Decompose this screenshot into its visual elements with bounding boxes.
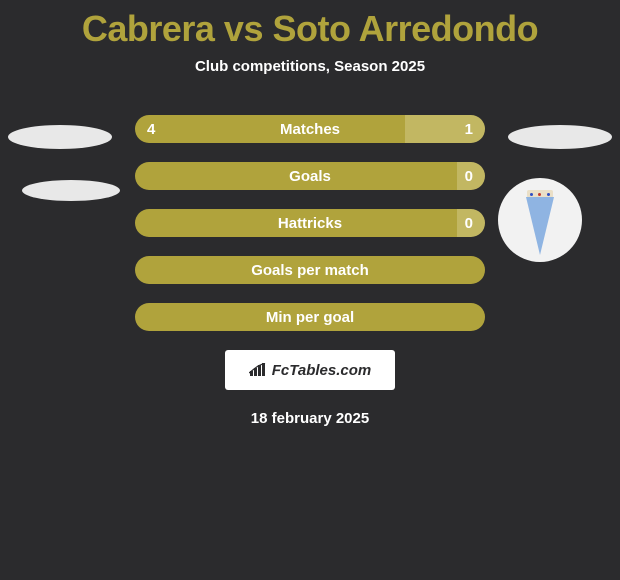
stat-row: 0Goals xyxy=(135,162,485,190)
stat-row: 41Matches xyxy=(135,115,485,143)
ellipse-mid-left xyxy=(22,180,120,201)
cuc-dot xyxy=(547,193,550,196)
stat-left-value xyxy=(135,209,457,237)
date-label: 18 february 2025 xyxy=(0,410,620,427)
stat-right-value: 1 xyxy=(405,115,486,143)
brand-badge: FcTables.com xyxy=(225,350,395,390)
brand-text: FcTables.com xyxy=(272,362,371,379)
stat-row: 0Hattricks xyxy=(135,209,485,237)
stat-row-full: Goals per match xyxy=(135,256,485,284)
cuc-dot xyxy=(530,193,533,196)
stat-right-value: 0 xyxy=(457,209,485,237)
cuc-dot xyxy=(538,193,541,196)
stat-left-value xyxy=(135,162,457,190)
stat-rows: 41Matches 0Goals 0Hattricks Goals per match… xyxy=(135,115,485,331)
bar-chart-icon xyxy=(249,363,267,377)
club-badge-right xyxy=(498,178,582,262)
stat-right-value: 0 xyxy=(457,162,485,190)
pennant-icon xyxy=(526,197,554,255)
page-title: Cabrera vs Soto Arredondo xyxy=(0,0,620,50)
subtitle: Club competitions, Season 2025 xyxy=(0,58,620,75)
stat-row-full: Min per goal xyxy=(135,303,485,331)
ellipse-top-left xyxy=(8,125,112,149)
ellipse-top-right xyxy=(508,125,612,149)
stat-left-value: 4 xyxy=(135,115,405,143)
